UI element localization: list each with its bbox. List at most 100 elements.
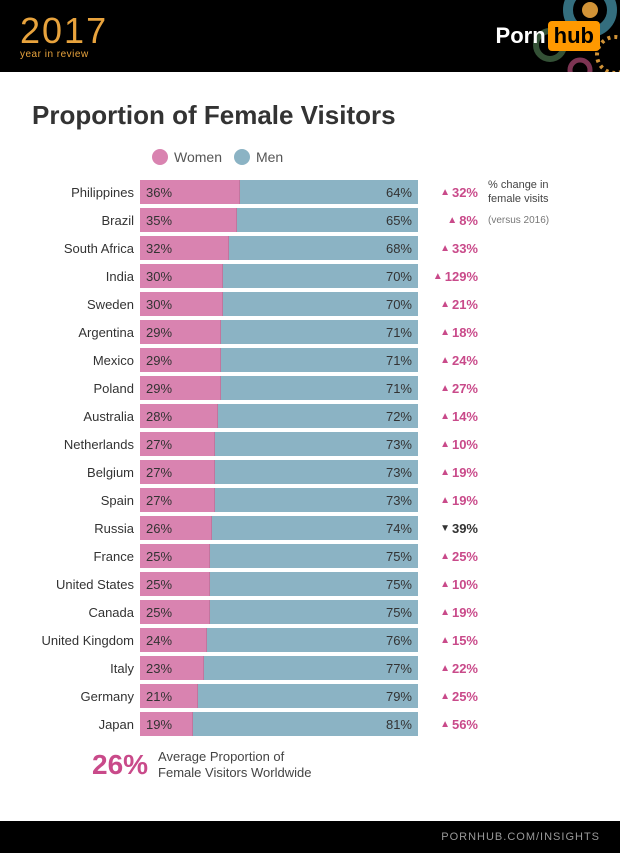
change-pct: ▲10% — [418, 577, 478, 592]
bar: 25%75% — [140, 600, 418, 624]
country-label: Japan — [32, 717, 140, 732]
triangle-up-icon: ▲ — [440, 551, 450, 562]
bar: 29%71% — [140, 348, 418, 372]
bar-men: 79% — [198, 684, 418, 708]
average-pct: 26% — [92, 749, 148, 781]
triangle-up-icon: ▲ — [440, 467, 450, 478]
country-label: Philippines — [32, 185, 140, 200]
bar: 29%71% — [140, 376, 418, 400]
table-row: South Africa32%68%▲33% — [32, 235, 588, 261]
bar: 28%72% — [140, 404, 418, 428]
country-label: Spain — [32, 493, 140, 508]
bar: 35%65% — [140, 208, 418, 232]
change-pct: ▲56% — [418, 717, 478, 732]
change-pct: ▲10% — [418, 437, 478, 452]
logo-hub: hub — [548, 21, 600, 51]
table-row: Poland29%71%▲27% — [32, 375, 588, 401]
bar: 24%76% — [140, 628, 418, 652]
country-label: Germany — [32, 689, 140, 704]
table-row: France25%75%▲25% — [32, 543, 588, 569]
bar: 27%73% — [140, 460, 418, 484]
country-label: Russia — [32, 521, 140, 536]
bar: 30%70% — [140, 292, 418, 316]
change-pct: ▼39% — [418, 521, 478, 536]
bar-men: 72% — [218, 404, 418, 428]
chart-rows: Philippines36%64%▲32%% change infemale v… — [32, 179, 588, 737]
swatch-men — [234, 149, 250, 165]
average-block: 26% Average Proportion of Female Visitor… — [92, 749, 588, 781]
country-label: Netherlands — [32, 437, 140, 452]
bar-men: 71% — [221, 320, 418, 344]
country-label: India — [32, 269, 140, 284]
change-pct: ▲25% — [418, 689, 478, 704]
triangle-up-icon: ▲ — [440, 383, 450, 394]
bar-men: 75% — [210, 544, 419, 568]
bar-women: 29% — [140, 320, 221, 344]
triangle-up-icon: ▲ — [440, 327, 450, 338]
bar-women: 35% — [140, 208, 237, 232]
change-value: 19% — [452, 493, 478, 508]
average-text-1: Average Proportion of — [158, 749, 311, 765]
bar-women: 26% — [140, 516, 212, 540]
legend-women-label: Women — [174, 149, 222, 165]
change-pct: ▲25% — [418, 549, 478, 564]
legend-men: Men — [234, 149, 283, 165]
legend-men-label: Men — [256, 149, 283, 165]
change-pct: ▲8% — [418, 213, 478, 228]
change-pct: ▲14% — [418, 409, 478, 424]
table-row: Netherlands27%73%▲10% — [32, 431, 588, 457]
table-row: United Kingdom24%76%▲15% — [32, 627, 588, 653]
bar-women: 27% — [140, 488, 215, 512]
change-value: 27% — [452, 381, 478, 396]
triangle-up-icon: ▲ — [440, 495, 450, 506]
triangle-up-icon: ▲ — [440, 691, 450, 702]
bar: 21%79% — [140, 684, 418, 708]
table-row: Japan19%81%▲56% — [32, 711, 588, 737]
change-pct: ▲19% — [418, 465, 478, 480]
header: 2017 year in review Porn hub — [0, 0, 620, 72]
country-label: Canada — [32, 605, 140, 620]
bar-women: 24% — [140, 628, 207, 652]
footer: PORNHUB.COM/INSIGHTS — [0, 821, 620, 853]
triangle-up-icon: ▲ — [440, 719, 450, 730]
triangle-up-icon: ▲ — [440, 411, 450, 422]
pornhub-logo: Porn hub — [496, 21, 600, 51]
table-row: Sweden30%70%▲21% — [32, 291, 588, 317]
triangle-up-icon: ▲ — [440, 663, 450, 674]
change-value: 19% — [452, 605, 478, 620]
bar: 23%77% — [140, 656, 418, 680]
bar-men: 81% — [193, 712, 418, 736]
bar-men: 75% — [210, 600, 419, 624]
change-value: 39% — [452, 521, 478, 536]
swatch-women — [152, 149, 168, 165]
bar-women: 25% — [140, 600, 210, 624]
year-in-review: 2017 year in review — [20, 13, 108, 60]
table-row: United States25%75%▲10% — [32, 571, 588, 597]
table-row: Mexico29%71%▲24% — [32, 347, 588, 373]
triangle-up-icon: ▲ — [440, 439, 450, 450]
bar-women: 29% — [140, 348, 221, 372]
logo-porn: Porn — [496, 23, 546, 49]
change-pct: ▲18% — [418, 325, 478, 340]
change-pct: ▲27% — [418, 381, 478, 396]
country-label: United Kingdom — [32, 633, 140, 648]
bar-women: 29% — [140, 376, 221, 400]
change-pct: ▲24% — [418, 353, 478, 368]
change-pct: ▲32% — [418, 185, 478, 200]
bar-men: 77% — [204, 656, 418, 680]
bar-men: 64% — [240, 180, 418, 204]
bar-women: 32% — [140, 236, 229, 260]
bar-men: 75% — [210, 572, 419, 596]
change-value: 8% — [459, 213, 478, 228]
bar-women: 25% — [140, 544, 210, 568]
triangle-up-icon: ▲ — [433, 271, 443, 282]
change-value: 10% — [452, 577, 478, 592]
average-text-2: Female Visitors Worldwide — [158, 765, 311, 781]
country-label: Australia — [32, 409, 140, 424]
triangle-up-icon: ▲ — [440, 635, 450, 646]
content: Proportion of Female Visitors Women Men … — [0, 72, 620, 801]
triangle-up-icon: ▲ — [440, 355, 450, 366]
change-value: 19% — [452, 465, 478, 480]
change-value: 18% — [452, 325, 478, 340]
country-label: Belgium — [32, 465, 140, 480]
